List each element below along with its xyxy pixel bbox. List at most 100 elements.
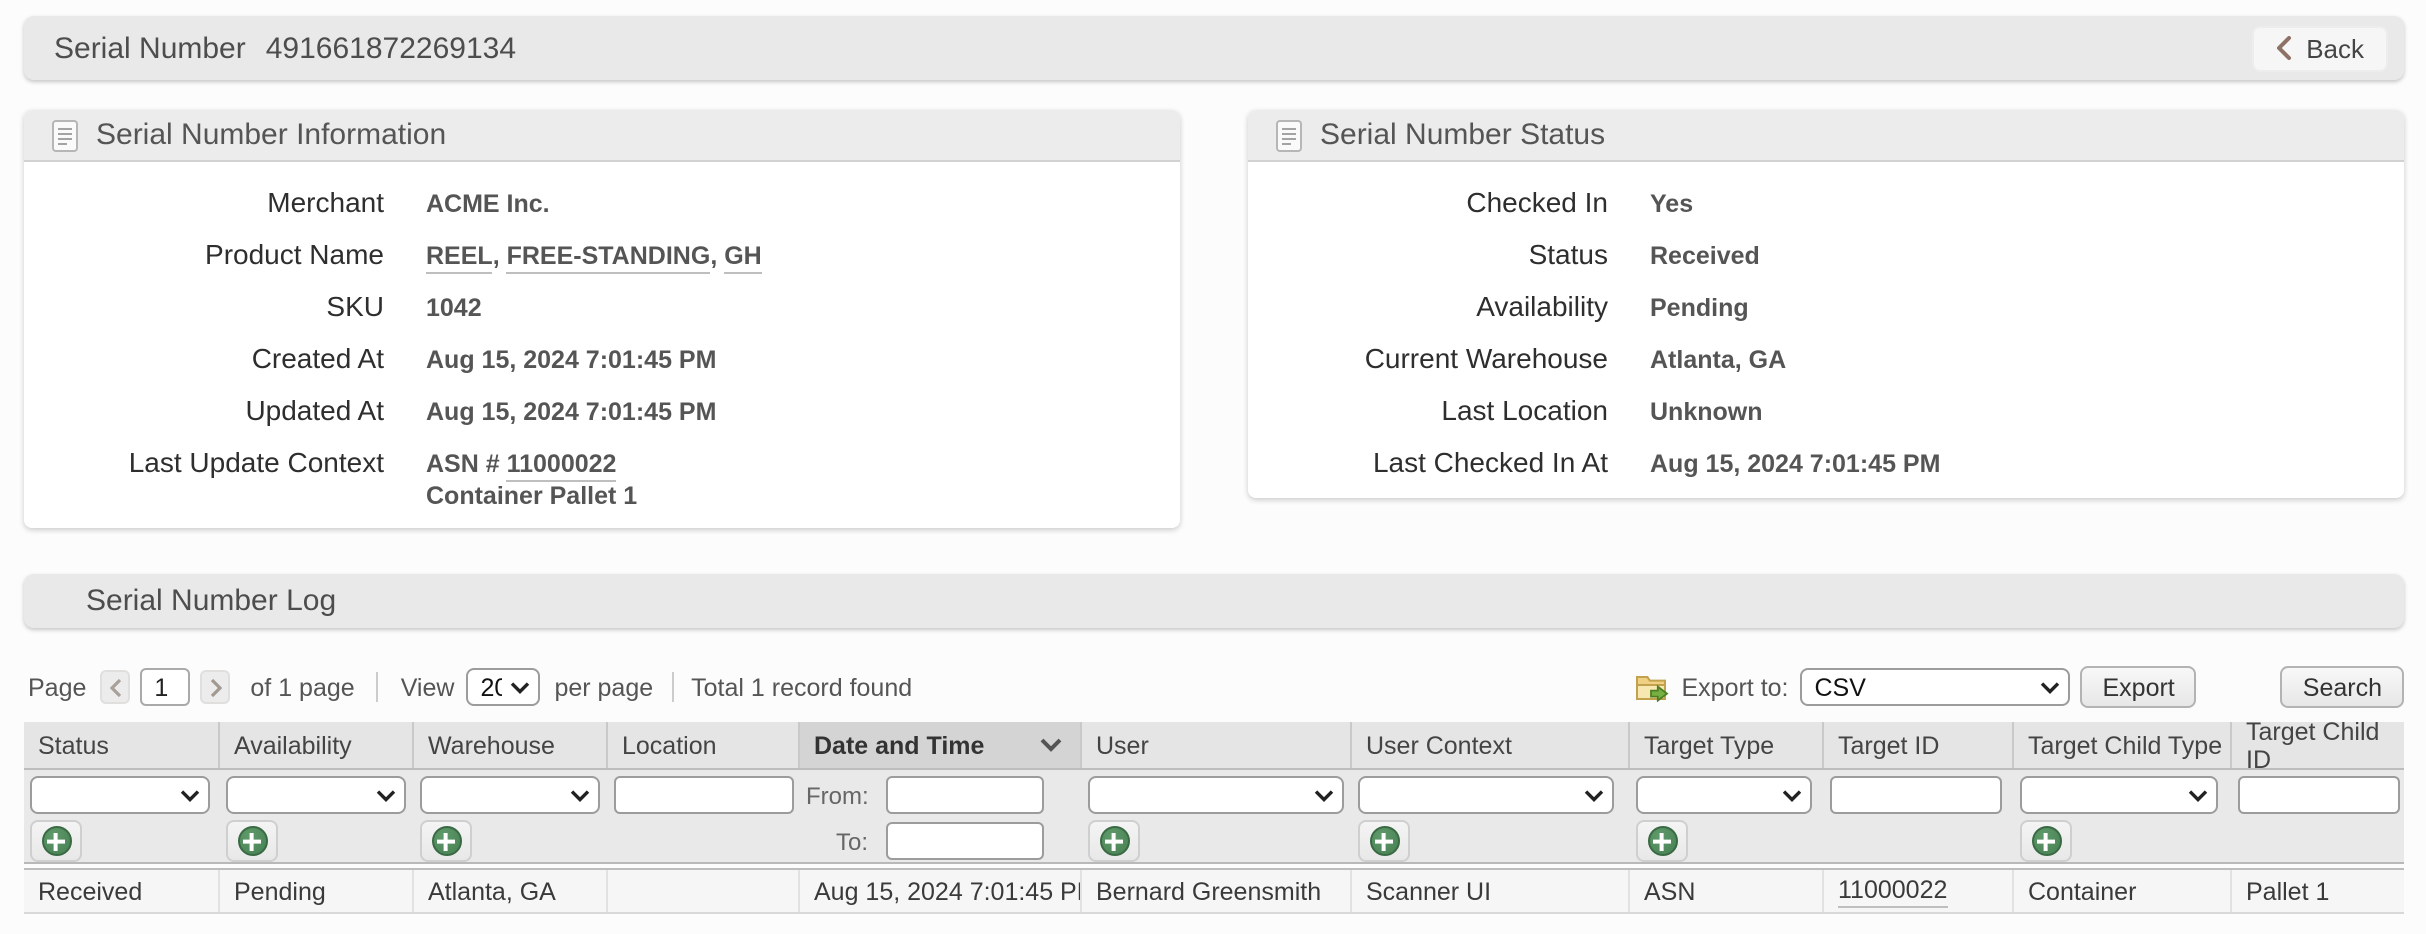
export-format-select[interactable]: CSV xyxy=(1800,668,2071,706)
filter-user xyxy=(1082,776,1352,862)
filter-warehouse xyxy=(414,776,608,862)
container-line: Container Pallet 1 xyxy=(426,481,638,509)
sort-chevron-down-icon xyxy=(1040,738,1062,752)
filter-availability xyxy=(220,776,414,862)
status-row-last-location: Last Location Unknown xyxy=(1248,386,2404,438)
column-header-target-type[interactable]: Target Type xyxy=(1630,722,1824,768)
product-name-part[interactable]: FREE-STANDING xyxy=(506,242,711,274)
target-child-id-filter-input[interactable] xyxy=(2238,776,2400,814)
product-name-part[interactable]: GH xyxy=(724,242,762,274)
product-name-part[interactable]: REEL xyxy=(426,242,493,274)
cell-target-id: 11000022 xyxy=(1824,870,2014,912)
export-button[interactable]: Export xyxy=(2080,666,2197,708)
field-value: Yes xyxy=(1650,190,1694,218)
previous-page-button[interactable] xyxy=(100,670,131,704)
date-to-input[interactable] xyxy=(886,822,1044,860)
column-header-target-child-id[interactable]: Target Child ID xyxy=(2246,717,2380,773)
status-panel-body: Checked In Yes Status Received Availabil… xyxy=(1248,162,2404,498)
asn-prefix: ASN # xyxy=(426,450,507,478)
cell-target-child-type: Container xyxy=(2014,870,2232,912)
info-row-updated-at: Updated At Aug 15, 2024 7:01:45 PM xyxy=(24,386,1180,438)
column-header-target-id[interactable]: Target ID xyxy=(1824,722,2014,768)
back-button[interactable]: Back xyxy=(2252,25,2388,71)
view-label: View xyxy=(400,673,455,701)
column-header-target-child-type[interactable]: Target Child Type xyxy=(2014,722,2232,768)
field-value: Unknown xyxy=(1650,398,1763,426)
availability-filter-select[interactable] xyxy=(226,776,406,814)
serial-number-log-table: Status Availability Warehouse Location D… xyxy=(24,717,2404,914)
status-row-status: Status Received xyxy=(1248,230,2404,282)
add-availability-filter-button[interactable] xyxy=(226,820,278,862)
asn-link[interactable]: 11000022 xyxy=(506,450,617,482)
info-row-sku: SKU 1042 xyxy=(24,282,1180,334)
column-header-location[interactable]: Location xyxy=(608,722,800,768)
plus-circle-icon xyxy=(1369,826,1399,856)
serial-number-log-bar: Serial Number Log xyxy=(24,574,2404,628)
cell-status: Received xyxy=(24,870,220,912)
location-filter-input[interactable] xyxy=(614,776,794,814)
column-header-user[interactable]: User xyxy=(1082,722,1352,768)
next-page-button[interactable] xyxy=(200,670,231,704)
add-user-filter-button[interactable] xyxy=(1088,820,1140,862)
document-icon xyxy=(52,119,78,151)
plus-circle-icon xyxy=(2031,826,2061,856)
column-header-date-and-time[interactable]: Date and Time xyxy=(800,722,1082,768)
plus-circle-icon xyxy=(1099,826,1129,856)
field-label: Merchant xyxy=(267,186,384,218)
serial-number-information-panel: Serial Number Information Merchant ACME … xyxy=(24,110,1180,528)
target-child-type-filter-select[interactable] xyxy=(2020,776,2218,814)
column-header-warehouse[interactable]: Warehouse xyxy=(414,722,608,768)
cell-user: Bernard Greensmith xyxy=(1082,870,1352,912)
column-header-availability[interactable]: Availability xyxy=(220,722,414,768)
add-warehouse-filter-button[interactable] xyxy=(420,820,472,862)
log-toolbar: Page of 1 page View 20 per page Total 1 … xyxy=(24,662,2404,712)
field-value: Aug 15, 2024 7:01:45 PM xyxy=(426,398,717,426)
target-type-filter-select[interactable] xyxy=(1636,776,1812,814)
table-row[interactable]: Received Pending Atlanta, GA Aug 15, 202… xyxy=(24,868,2404,914)
per-page-select[interactable]: 20 xyxy=(466,668,541,706)
warehouse-filter-select[interactable] xyxy=(420,776,600,814)
chevron-right-icon xyxy=(209,677,222,697)
filter-target-child-id xyxy=(2232,776,2404,862)
of-pages-text: of 1 page xyxy=(250,673,355,701)
user-filter-select[interactable] xyxy=(1088,776,1344,814)
field-label: Last Update Context xyxy=(128,446,384,478)
filter-status xyxy=(24,776,220,862)
field-label: Last Location xyxy=(1441,394,1608,426)
status-row-checked-in: Checked In Yes xyxy=(1248,178,2404,230)
add-target-type-filter-button[interactable] xyxy=(1636,820,1688,862)
field-value: 1042 xyxy=(426,294,482,322)
field-label: Last Checked In At xyxy=(1372,446,1608,478)
target-id-link[interactable]: 11000022 xyxy=(1838,875,1948,907)
page-title-label: Serial Number xyxy=(54,31,246,65)
field-value: ACME Inc. xyxy=(426,190,550,218)
field-label: Updated At xyxy=(245,394,384,426)
field-value: Aug 15, 2024 7:01:45 PM xyxy=(1650,450,1941,478)
serial-number-value: 491661872269134 xyxy=(265,31,517,65)
add-target-child-type-filter-button[interactable] xyxy=(2020,820,2072,862)
page-label: Page xyxy=(28,673,87,701)
status-filter-select[interactable] xyxy=(30,776,210,814)
cell-warehouse: Atlanta, GA xyxy=(414,870,608,912)
add-user-context-filter-button[interactable] xyxy=(1358,820,1410,862)
back-button-label: Back xyxy=(2306,33,2364,63)
column-header-user-context[interactable]: User Context xyxy=(1352,722,1630,768)
status-panel-title: Serial Number Status xyxy=(1320,118,1606,152)
page-number-input[interactable] xyxy=(140,668,191,706)
plus-circle-icon xyxy=(431,826,461,856)
field-value: Aug 15, 2024 7:01:45 PM xyxy=(426,346,717,374)
filter-date-and-time: From: To: xyxy=(800,776,1082,862)
column-header-status[interactable]: Status xyxy=(24,722,220,768)
field-label: Checked In xyxy=(1466,186,1608,218)
search-button[interactable]: Search xyxy=(2280,666,2404,708)
cell-user-context: Scanner UI xyxy=(1352,870,1630,912)
target-id-filter-input[interactable] xyxy=(1830,776,2002,814)
user-context-filter-select[interactable] xyxy=(1358,776,1614,814)
divider xyxy=(376,672,379,702)
to-label: To: xyxy=(835,827,868,855)
divider xyxy=(671,672,674,702)
add-status-filter-button[interactable] xyxy=(30,820,82,862)
date-from-input[interactable] xyxy=(886,776,1044,814)
export-to-label: Export to: xyxy=(1681,673,1789,701)
